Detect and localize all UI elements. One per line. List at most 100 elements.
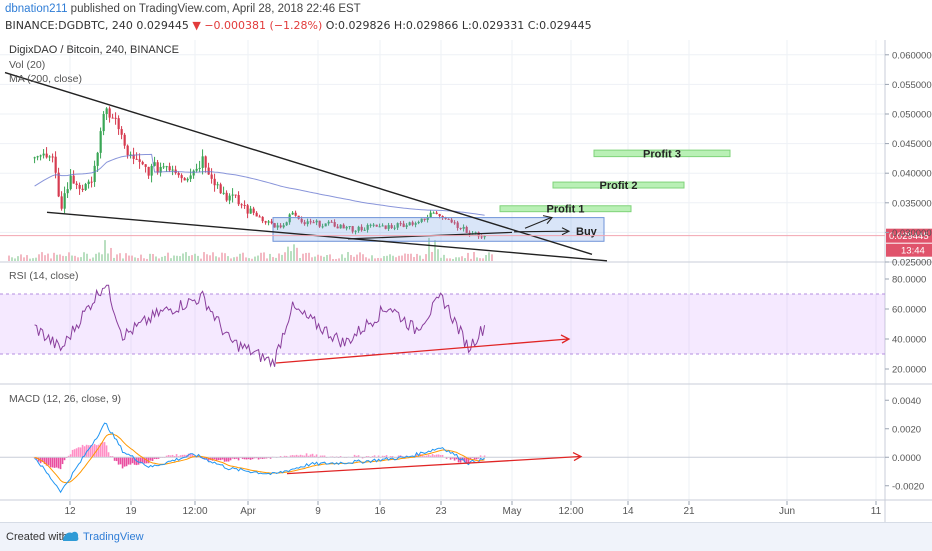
macd-histogram-bar bbox=[81, 444, 84, 458]
volume-bar bbox=[35, 257, 37, 261]
candle-body bbox=[279, 225, 282, 228]
macd-histogram-bar bbox=[137, 457, 140, 465]
candle-body bbox=[261, 216, 264, 222]
candle-body bbox=[291, 212, 294, 215]
volume-bar bbox=[398, 255, 400, 261]
gridlines bbox=[0, 40, 885, 500]
macd-histogram-bar bbox=[165, 455, 168, 458]
volume-bar bbox=[290, 251, 292, 261]
candle-body bbox=[453, 222, 456, 224]
volume-bar bbox=[410, 253, 412, 261]
candle-body bbox=[201, 156, 204, 168]
volume-bar bbox=[218, 257, 220, 261]
candle-body bbox=[483, 235, 486, 238]
macd-histogram-bar bbox=[71, 449, 74, 458]
macd-histogram-bar bbox=[111, 456, 114, 458]
candle-body bbox=[264, 221, 267, 223]
macd-histogram-bar bbox=[83, 446, 86, 458]
volume-bar bbox=[68, 252, 70, 261]
volume-bar bbox=[167, 252, 169, 261]
author-link[interactable]: dbnation211 bbox=[5, 3, 68, 15]
candle-body bbox=[69, 175, 72, 190]
macd-histogram-bar bbox=[449, 457, 452, 460]
candle-body bbox=[255, 212, 258, 217]
volume-bar bbox=[197, 255, 199, 261]
volume-bar bbox=[449, 258, 451, 261]
candle-body bbox=[99, 131, 102, 153]
tradingview-brand-link[interactable]: TradingView bbox=[83, 531, 144, 543]
chart-header: dbnation211 published on TradingView.com… bbox=[0, 0, 932, 40]
volume-bar bbox=[251, 258, 253, 261]
macd-histogram-bar bbox=[173, 455, 176, 458]
macd-histogram-bar bbox=[457, 457, 460, 463]
buy-arrow-head bbox=[561, 227, 571, 236]
volume-bar bbox=[353, 256, 355, 261]
macd-histogram-bar bbox=[279, 456, 282, 458]
candle-body bbox=[432, 212, 435, 214]
volume-bar bbox=[185, 252, 187, 261]
volume-bar bbox=[314, 256, 316, 261]
volume-bar bbox=[170, 258, 172, 261]
macd-line bbox=[34, 422, 485, 494]
macd-histogram-bar bbox=[113, 457, 116, 461]
macd-histogram-bar bbox=[427, 454, 430, 458]
candle-body bbox=[402, 223, 405, 227]
candle-body bbox=[303, 222, 306, 225]
macd-histogram-bar bbox=[171, 454, 174, 458]
volume-bar bbox=[467, 252, 469, 261]
macd-divergence-arrow-head bbox=[572, 451, 583, 462]
macd-histogram-bar bbox=[465, 457, 468, 463]
candle-body bbox=[93, 165, 96, 182]
macd-histogram-bar bbox=[439, 455, 442, 458]
volume-bar bbox=[452, 258, 454, 261]
volume-bar bbox=[104, 240, 106, 261]
volume-bar bbox=[89, 258, 91, 261]
chart-canvas[interactable]: Buy Profit 1 Profit 2 Profit 3 0.029445 13:44… bbox=[0, 0, 932, 522]
candle-body bbox=[210, 174, 213, 179]
candle-body bbox=[60, 196, 63, 209]
volume-bar bbox=[227, 256, 229, 261]
volume-bar bbox=[305, 252, 307, 261]
macd-histogram-bar bbox=[121, 457, 124, 469]
profit-arrow-head bbox=[542, 215, 554, 224]
macd-histogram-bar bbox=[43, 457, 46, 464]
macd-histogram-bar bbox=[431, 454, 434, 458]
macd-histogram-bar bbox=[103, 442, 106, 458]
candle-body bbox=[240, 204, 243, 206]
volume-bar bbox=[74, 255, 76, 261]
macd-histogram-bar bbox=[115, 457, 118, 462]
published-text: published on TradingView.com, April 28, … bbox=[70, 3, 361, 15]
rsi-tick-label: 20.0000 bbox=[892, 365, 926, 376]
macd-histogram-bar bbox=[61, 457, 64, 465]
macd-histogram-bar bbox=[381, 455, 384, 458]
macd-histogram-bar bbox=[307, 455, 310, 458]
volume-bar bbox=[47, 253, 49, 261]
candle-body bbox=[408, 222, 411, 226]
candle-body bbox=[186, 178, 189, 181]
candle-body bbox=[225, 192, 228, 201]
volume-bar bbox=[224, 253, 226, 261]
volume-bar bbox=[383, 256, 385, 261]
macd-histogram-bar bbox=[89, 445, 92, 458]
candle-body bbox=[405, 225, 408, 227]
panel-frames bbox=[0, 40, 932, 522]
macd-histogram-bar bbox=[401, 456, 404, 458]
price-panel-title: DigixDAO / Bitcoin, 240, BINANCE bbox=[9, 44, 179, 56]
candle-body bbox=[42, 153, 45, 156]
macd-tick-label: -0.0020 bbox=[892, 481, 924, 492]
volume-bar bbox=[161, 256, 163, 261]
macd-histogram-bar bbox=[217, 457, 220, 461]
candle-body bbox=[168, 166, 171, 171]
volume-bar bbox=[8, 255, 10, 261]
macd-histogram-bar bbox=[263, 457, 266, 459]
macd-histogram-bar bbox=[77, 447, 80, 458]
macd-histogram-bar bbox=[149, 457, 152, 461]
macd-histogram-bar bbox=[211, 457, 214, 461]
candle-body bbox=[417, 221, 420, 224]
volume-bar bbox=[431, 251, 433, 261]
volume-bar bbox=[158, 258, 160, 261]
macd-histogram-bar bbox=[141, 457, 144, 463]
macd-histogram-bar bbox=[175, 454, 178, 458]
volume-bar bbox=[386, 255, 388, 261]
volume-bar bbox=[32, 258, 34, 261]
